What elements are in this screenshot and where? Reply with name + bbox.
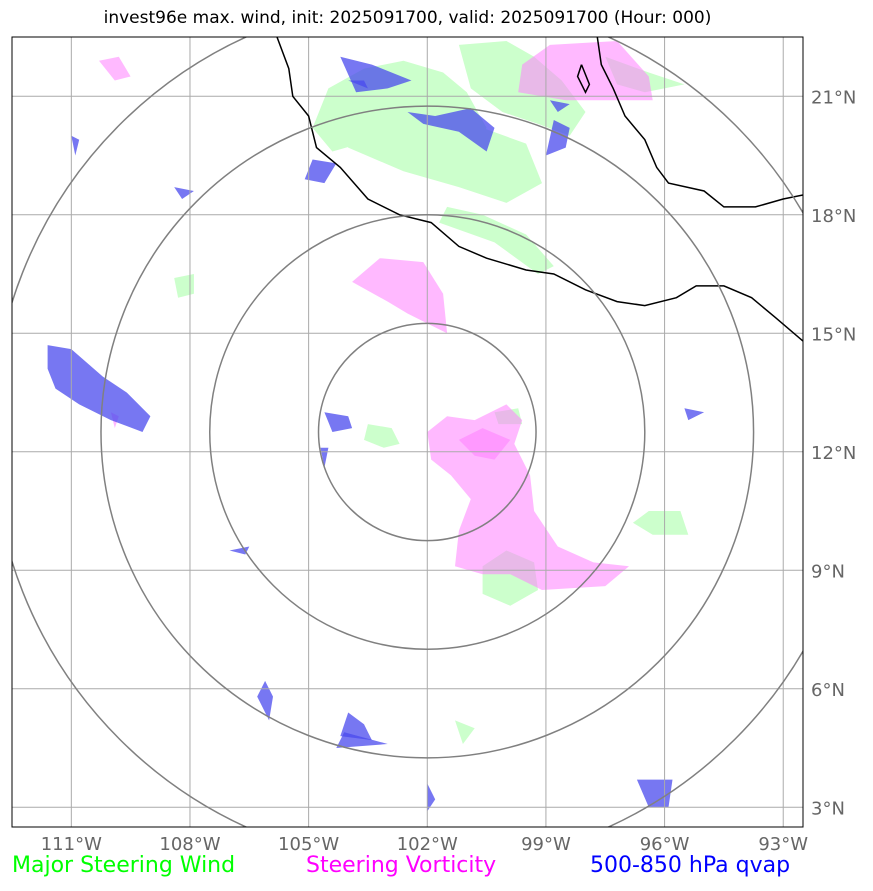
qvap-region — [304, 159, 337, 184]
qvap-region — [348, 80, 368, 89]
qvap-region — [427, 783, 436, 812]
range-ring — [317, 322, 537, 542]
steering-wind-layer — [174, 41, 689, 744]
qvap-region — [47, 345, 151, 432]
longitude-tick-label: 108°W — [159, 834, 220, 855]
qvap-region — [636, 779, 673, 808]
longitude-tick-label: 105°W — [278, 834, 339, 855]
longitude-tick-label: 99°W — [521, 834, 571, 855]
qvap-region — [545, 120, 570, 156]
latitude-tick-label: 3°N — [811, 798, 845, 819]
vorticity-region — [352, 258, 448, 334]
qvap-layer — [47, 56, 705, 812]
qvap-region — [320, 447, 329, 468]
coastline-layer — [276, 37, 803, 342]
chart-title: invest96e max. wind, init: 2025091700, v… — [103, 8, 712, 28]
longitude-tick-label: 93°W — [758, 834, 808, 855]
coastline — [576, 64, 591, 94]
latitude-tick-label: 15°N — [811, 324, 856, 345]
steering-wind-region — [632, 511, 689, 535]
axis-tick-labels: 111°W 108°W 105°W 102°W 99°W 96°W 93°W3°N 6°N 9°… — [41, 87, 857, 855]
legend-qvap: 500-850 hPa qvap — [590, 853, 791, 878]
range-ring — [209, 214, 646, 650]
longitude-tick-label: 96°W — [640, 834, 690, 855]
gridlines — [12, 37, 803, 827]
steering-wind-region — [328, 104, 542, 203]
longitude-tick-label: 102°W — [397, 834, 458, 855]
coastline — [276, 37, 803, 342]
legend-vorticity: Steering Vorticity — [306, 853, 497, 878]
qvap-region — [340, 712, 372, 741]
steering-wind-region — [455, 720, 475, 744]
latitude-tick-label: 18°N — [811, 206, 856, 227]
qvap-region — [257, 680, 273, 721]
qvap-region — [684, 408, 705, 421]
latitude-tick-label: 9°N — [811, 561, 845, 582]
steering-wind-region — [364, 424, 400, 448]
steering-wind-region — [439, 206, 554, 274]
latitude-tick-label: 21°N — [811, 87, 856, 108]
vorticity-region — [99, 56, 131, 81]
qvap-region — [174, 187, 194, 199]
coastline — [596, 37, 803, 208]
steering-wind-region — [174, 274, 194, 298]
qvap-region — [71, 135, 80, 156]
qvap-region — [407, 108, 495, 152]
longitude-tick-label: 111°W — [41, 834, 102, 855]
vorticity-region — [427, 404, 629, 590]
range-rings — [12, 37, 803, 827]
qvap-region — [549, 100, 570, 112]
plot-area — [12, 37, 803, 827]
legend-wind: Major Steering Wind — [12, 853, 236, 878]
latitude-tick-label: 12°N — [811, 443, 856, 464]
vorticity-region — [518, 41, 653, 101]
qvap-region — [336, 732, 388, 748]
plot-frame — [11, 36, 804, 828]
qvap-region — [324, 412, 353, 432]
latitude-tick-label: 6°N — [811, 680, 845, 701]
range-ring — [100, 105, 755, 759]
